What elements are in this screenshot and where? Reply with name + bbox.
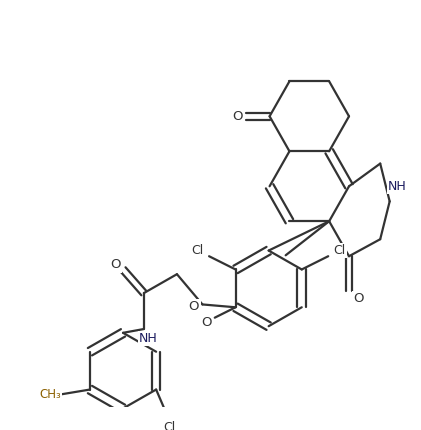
Text: Cl: Cl [163,421,176,430]
Text: O: O [189,300,199,313]
Text: Cl: Cl [333,244,346,257]
Text: O: O [110,258,121,271]
Text: Cl: Cl [192,244,204,257]
Text: O: O [353,292,364,305]
Text: NH: NH [139,332,158,345]
Text: CH₃: CH₃ [40,388,61,401]
Text: NH: NH [388,180,407,193]
Text: O: O [201,316,211,329]
Text: O: O [232,110,242,123]
